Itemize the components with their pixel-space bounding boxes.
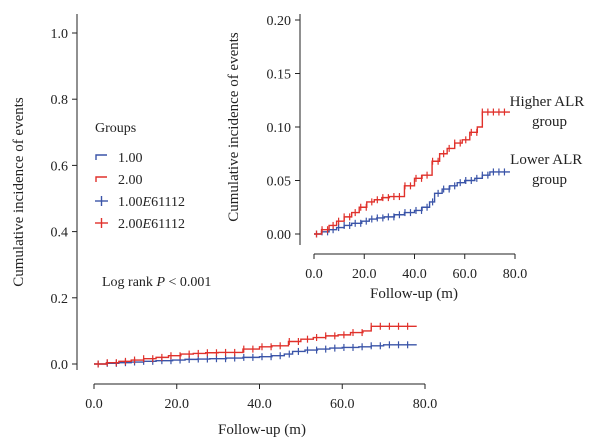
- main-plot: 0.0 0.2 0.4 0.6 0.8 1.0 0.0 20.0 40.0 60.0 80.0 C…: [11, 14, 437, 438]
- main-x-tick-label: 40.0: [247, 397, 272, 412]
- main-y-tick-label: 0.0: [51, 358, 69, 373]
- main-x-tick-label: 80.0: [413, 397, 438, 412]
- main-x-axis-label: Follow-up (m): [218, 422, 306, 438]
- main-y-tick-label: 0.6: [51, 159, 69, 174]
- inset-x-tick-label: 40.0: [402, 267, 427, 282]
- legend-label-2: 2.00: [118, 173, 143, 188]
- inset-y-tick-label: 0.20: [267, 14, 292, 29]
- higher-alr-annotation: Higher ALR group: [510, 94, 588, 130]
- legend-step-symbol: [95, 176, 107, 182]
- inset-y-tick-label: 0.05: [267, 175, 292, 190]
- inset-x-tick-label: 60.0: [453, 267, 478, 282]
- inset-plot: 0.00 0.05 0.10 0.15 0.20 0.0 20.0 40.0 60.0 80.0…: [226, 14, 588, 302]
- inset-y-axis-label: Cumulative incidence of events: [226, 32, 242, 222]
- main-x-tick-label: 20.0: [165, 397, 190, 412]
- log-rank-annotation: Log rank P < 0.001: [102, 275, 211, 290]
- main-x-tick-label: 60.0: [330, 397, 355, 412]
- inset-series-line-2: [314, 111, 510, 235]
- main-y-axis-label: Cumulative incidence of events: [11, 97, 27, 287]
- main-series-line-1: [94, 344, 417, 365]
- main-series-line-2: [94, 325, 417, 365]
- legend-step-symbol: [95, 154, 107, 160]
- main-y-tick-label: 0.2: [51, 292, 69, 307]
- main-y-tick-label: 1.0: [51, 27, 69, 42]
- inset-x-tick-label: 0.0: [305, 267, 323, 282]
- legend-title: Groups: [95, 121, 136, 136]
- legend: Groups 1.00 2.00 1.00E61112 2.00E61112: [95, 121, 185, 232]
- main-y-tick-label: 0.8: [51, 93, 69, 108]
- inset-x-tick-label: 80.0: [503, 267, 528, 282]
- legend-label-1: 1.00: [118, 151, 143, 166]
- inset-x-tick-label: 20.0: [352, 267, 377, 282]
- inset-y-tick-label: 0.00: [267, 228, 292, 243]
- main-y-tick-label: 0.4: [51, 226, 69, 241]
- inset-y-tick-label: 0.10: [267, 121, 292, 136]
- lower-alr-annotation: Lower ALR group: [510, 152, 586, 188]
- legend-label-3: 1.00E61112: [118, 195, 185, 210]
- main-x-tick-label: 0.0: [85, 397, 103, 412]
- inset-series-line-1: [314, 171, 510, 235]
- legend-label-4: 2.00E61112: [118, 217, 185, 232]
- inset-x-axis-label: Follow-up (m): [370, 286, 458, 302]
- inset-y-tick-label: 0.15: [267, 68, 292, 83]
